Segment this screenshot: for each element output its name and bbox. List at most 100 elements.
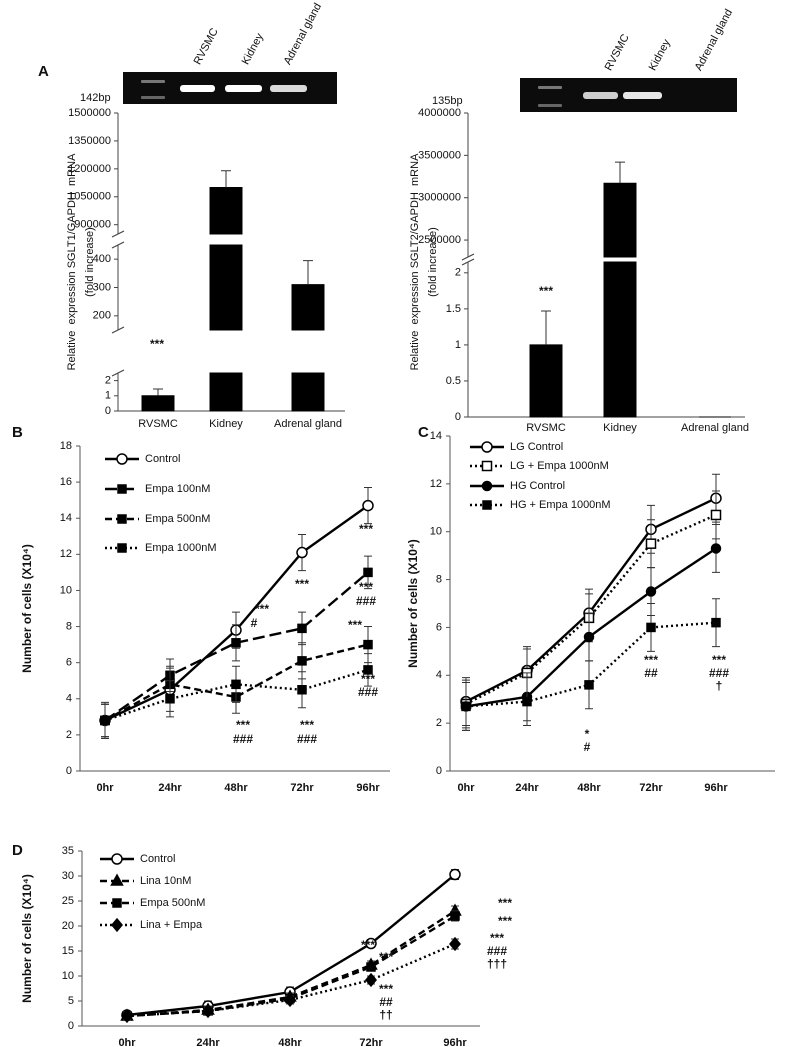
axis-break <box>461 258 475 266</box>
annotation: * <box>585 727 590 741</box>
y-tick-label: 35 <box>62 845 74 857</box>
annotation: *** <box>361 672 375 686</box>
legend-marker <box>117 484 127 494</box>
series-line <box>104 571 369 722</box>
y-axis-title: (fold increase) <box>84 227 96 297</box>
marker <box>366 962 376 972</box>
marker <box>365 972 377 988</box>
y-tick-label: 0 <box>68 1020 74 1032</box>
x-tick-label: Adrenal gland <box>274 418 342 430</box>
marker <box>231 679 241 690</box>
marker <box>645 538 657 549</box>
marker <box>297 656 307 666</box>
y-axis-title: Number of cells (X10⁴) <box>20 874 34 1003</box>
x-tick-label: Kidney <box>209 418 243 430</box>
error-bar <box>541 310 551 345</box>
legend-marker <box>116 453 128 465</box>
y-tick-label: 1200000 <box>68 163 111 175</box>
legend-marker <box>111 853 123 865</box>
legend-marker <box>112 898 122 908</box>
marker <box>121 1008 133 1024</box>
annotation: *** <box>379 950 393 964</box>
marker <box>296 546 308 559</box>
marker <box>461 701 471 712</box>
bar <box>603 182 637 418</box>
y-tick-label: 0 <box>455 411 461 423</box>
x-tick-label: 24hr <box>515 782 539 794</box>
marker <box>450 911 460 921</box>
marker <box>710 543 722 554</box>
legend-label: LG Control <box>510 441 563 453</box>
x-tick-label: 48hr <box>577 782 601 794</box>
y-tick-label: 1 <box>105 390 111 402</box>
y-tick-label: 900000 <box>74 219 111 231</box>
bar <box>209 186 243 412</box>
legend-marker <box>117 514 127 524</box>
marker <box>100 715 110 726</box>
x-tick-label: 24hr <box>158 782 182 794</box>
legend-label: HG + Empa 1000nM <box>510 499 611 511</box>
gel-ladder <box>141 96 165 99</box>
marker <box>645 586 657 597</box>
y-tick-label: 4 <box>66 693 72 705</box>
legend-label: Lina + Empa <box>140 919 203 931</box>
annotation: ## <box>644 666 658 680</box>
gel-ladder <box>538 86 562 89</box>
annotation: † <box>716 679 723 693</box>
y-axis-title: Number of cells (X10⁴) <box>20 544 34 673</box>
annotation: ### <box>356 594 376 608</box>
legend-marker <box>117 543 127 553</box>
y-tick-label: 18 <box>60 440 72 452</box>
x-tick-label: Kidney <box>603 422 637 434</box>
legend-marker <box>110 873 124 886</box>
annotation: *** <box>255 602 269 616</box>
series-line <box>104 643 369 722</box>
gel-size-label: 142bp <box>80 92 111 104</box>
y-tick-label: 0 <box>105 405 111 417</box>
x-tick-label: 96hr <box>704 782 728 794</box>
marker <box>711 617 721 628</box>
y-tick-label: 8 <box>66 620 72 632</box>
gel-band <box>180 85 215 92</box>
legend-label: Empa 1000nM <box>145 542 217 554</box>
y-tick-label: 25 <box>62 895 74 907</box>
error-bar <box>153 388 163 396</box>
x-tick-label: 96hr <box>443 1037 467 1047</box>
y-tick-label: 1050000 <box>68 191 111 203</box>
x-tick-label: RVSMC <box>526 422 566 434</box>
legend-label: Lina 10nM <box>140 875 191 887</box>
marker <box>284 992 296 1008</box>
y-axis-title: Relative expression SGLT1/GAPDH mRNA <box>66 153 78 370</box>
annotation: *** <box>361 938 375 952</box>
panel-label: C <box>418 424 429 441</box>
axis-break <box>111 230 125 238</box>
y-tick-label: 2 <box>66 729 72 741</box>
y-tick-label: 5 <box>68 995 74 1007</box>
axis-break <box>111 326 125 334</box>
y-tick-label: 0 <box>66 765 72 777</box>
annotation: *** <box>348 618 362 632</box>
y-tick-label: 1500000 <box>68 107 111 119</box>
annotation: *** <box>490 931 504 945</box>
x-tick-label: 0hr <box>96 782 114 794</box>
y-tick-label: 2500000 <box>418 234 461 246</box>
annotation: ## <box>379 995 393 1009</box>
x-tick-label: RVSMC <box>138 418 178 430</box>
marker <box>363 567 373 578</box>
gel-band <box>270 85 307 92</box>
y-tick-label: 1 <box>455 339 461 351</box>
x-tick-label: 0hr <box>118 1037 136 1047</box>
y-tick-label: 400 <box>93 253 111 265</box>
marker <box>231 638 241 648</box>
error-bar <box>303 260 313 285</box>
y-tick-label: 8 <box>436 573 442 585</box>
axis-break <box>461 253 475 261</box>
marker <box>365 937 377 950</box>
annotation: *** <box>150 337 164 351</box>
marker <box>165 694 175 704</box>
x-tick-label: 24hr <box>196 1037 220 1047</box>
y-tick-label: 2 <box>436 717 442 729</box>
y-axis-title: Relative expression SGLT2/GAPDH mRNA <box>409 153 421 370</box>
gel-band <box>583 92 618 99</box>
